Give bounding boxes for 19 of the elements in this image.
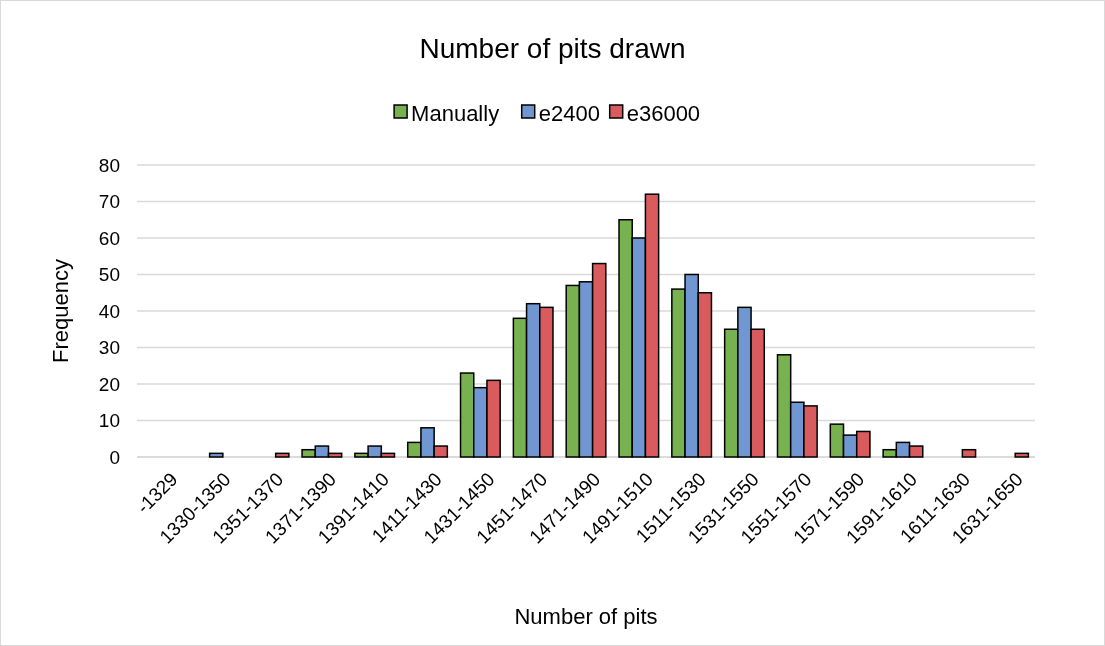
y-tick-label: 50 [98,264,120,286]
bar [274,452,290,458]
legend-label: e2400 [538,100,600,126]
x-axis-title: Number of pits [514,604,658,629]
legend-label: e36000 [626,100,701,126]
y-tick-label: 60 [98,227,120,249]
bar [208,452,224,458]
y-tick-label: 0 [109,446,120,468]
y-tick-label: 70 [98,191,120,213]
y-axis-title: Frequency [48,259,73,363]
y-tick-label: 10 [98,410,120,432]
y-tick-label: 30 [98,337,120,359]
bar [1014,452,1030,458]
y-tick-label: 40 [98,300,120,322]
chart-title: Number of pits drawn [419,33,686,64]
bar [961,448,977,458]
legend-label: Manually [411,100,500,126]
y-tick-label: 20 [98,373,120,395]
y-tick-label: 80 [98,154,120,176]
